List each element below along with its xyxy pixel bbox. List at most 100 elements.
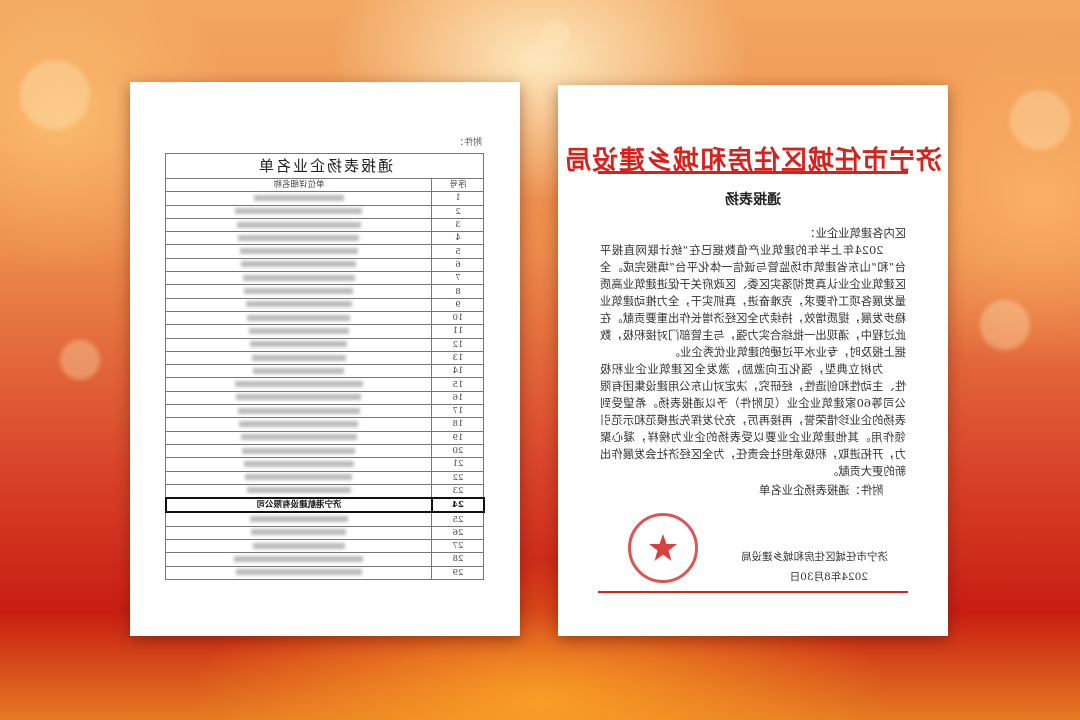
table-row: 19 xyxy=(166,431,484,445)
company-name xyxy=(166,271,432,285)
header-number: 序号 xyxy=(432,178,484,192)
table-row: 28 xyxy=(166,552,484,567)
redacted-name xyxy=(242,447,356,454)
row-number: 10 xyxy=(432,311,484,325)
table-row: 11 xyxy=(166,324,484,339)
redacted-name xyxy=(238,407,360,414)
redacted-name xyxy=(236,394,362,401)
paragraph: 为树立典型，强化正向激励，激发全区建筑业企业积极性、主动性和创造性，经研究，决定… xyxy=(600,363,906,478)
table-row: 26 xyxy=(166,526,484,540)
paragraph: 2024年上半年的建筑业产值数据已在“统计联网直报平台”和“山东省建筑市场监管与… xyxy=(600,244,906,359)
company-name xyxy=(166,404,432,418)
company-name xyxy=(166,471,432,485)
redacted-name xyxy=(235,381,363,388)
attachment-label: 附件： xyxy=(454,138,482,148)
official-seal xyxy=(628,513,698,583)
star-icon xyxy=(649,534,677,561)
company-name xyxy=(166,351,432,365)
table-row: 5 xyxy=(166,244,484,259)
redacted-name xyxy=(244,288,354,295)
row-number: 28 xyxy=(432,552,484,567)
company-name: 济宁港航建设有限公司 xyxy=(166,498,432,513)
row-number: 4 xyxy=(432,231,484,245)
header-divider xyxy=(598,171,908,174)
row-number: 2 xyxy=(432,205,484,219)
signature: 济宁市任城区住房和城乡建设局 xyxy=(741,551,888,563)
header-name: 单位详细名称 xyxy=(166,178,432,192)
row-number: 15 xyxy=(432,377,484,392)
redacted-name xyxy=(237,221,361,228)
letter-body: 区内各建筑业企业： 2024年上半年的建筑业产值数据已在“统计联网直报平台”和“… xyxy=(600,225,906,499)
letter-subject: 通报表扬 xyxy=(725,192,781,208)
company-name xyxy=(166,484,432,499)
redacted-name xyxy=(253,542,345,549)
company-name xyxy=(166,258,432,272)
redacted-name xyxy=(253,367,345,374)
redacted-name xyxy=(244,460,354,467)
redacted-name xyxy=(249,327,349,334)
table-row: 4 xyxy=(166,231,484,245)
company-name xyxy=(166,244,432,259)
row-number: 7 xyxy=(432,271,484,285)
row-number: 1 xyxy=(432,191,484,206)
company-name xyxy=(166,311,432,325)
company-table: 通报表扬企业名单 序号 单位详细名称 1 2 3 4 5 6 7 8 9 10 11 12 13 14 15… xyxy=(165,153,485,580)
redacted-name xyxy=(234,555,364,562)
row-number: 18 xyxy=(432,417,484,432)
table-row: 24 济宁港航建设有限公司 xyxy=(166,498,484,513)
company-name xyxy=(166,364,432,378)
redacted-name xyxy=(245,474,353,481)
letter-date: 2024年8月30日 xyxy=(789,571,868,583)
company-name xyxy=(166,566,432,580)
table-row: 15 xyxy=(166,377,484,392)
bokeh-light xyxy=(20,60,90,130)
redacted-name xyxy=(250,341,348,348)
table-row: 12 xyxy=(166,338,484,352)
company-name xyxy=(166,338,432,352)
company-name xyxy=(166,552,432,567)
redacted-name xyxy=(246,301,352,308)
company-name xyxy=(166,284,432,299)
table-row: 29 xyxy=(166,566,484,580)
company-name xyxy=(166,377,432,392)
table-row: 13 xyxy=(166,351,484,365)
company-name xyxy=(166,444,432,458)
redacted-name xyxy=(254,194,344,201)
row-number: 22 xyxy=(432,471,484,485)
row-number: 24 xyxy=(432,498,484,513)
redacted-name xyxy=(247,314,351,321)
redacted-name xyxy=(247,487,351,494)
company-name xyxy=(166,391,432,405)
company-name xyxy=(166,431,432,445)
company-name xyxy=(166,191,432,206)
row-number: 12 xyxy=(432,338,484,352)
row-number: 20 xyxy=(432,444,484,458)
table-row: 9 xyxy=(166,298,484,312)
redacted-name xyxy=(251,529,347,536)
bokeh-light xyxy=(60,340,100,380)
table-row: 2 xyxy=(166,205,484,219)
commendation-letter-page: 济宁市任城区住房和城乡建设局 通报表扬 区内各建筑业企业： 2024年上半年的建… xyxy=(558,85,948,636)
row-number: 8 xyxy=(432,284,484,299)
company-name xyxy=(166,324,432,339)
table-row: 8 xyxy=(166,284,484,299)
table-row: 23 xyxy=(166,484,484,499)
table-title: 通报表扬企业名单 xyxy=(166,153,484,179)
row-number: 5 xyxy=(432,244,484,259)
table-row: 22 xyxy=(166,471,484,485)
company-name xyxy=(166,205,432,219)
bokeh-light xyxy=(980,300,1030,350)
redacted-name xyxy=(252,354,346,361)
table-row: 7 xyxy=(166,271,484,285)
table-row: 27 xyxy=(166,539,484,553)
footer-divider xyxy=(598,591,908,593)
mirrored-content: 济宁市任城区住房和城乡建设局 通报表扬 区内各建筑业企业： 2024年上半年的建… xyxy=(558,85,948,636)
row-number: 9 xyxy=(432,298,484,312)
table-row: 6 xyxy=(166,258,484,272)
company-name xyxy=(166,218,432,232)
redacted-name xyxy=(235,208,363,215)
bokeh-light xyxy=(1010,90,1070,150)
greeting: 区内各建筑业企业： xyxy=(804,227,906,240)
table-row: 10 xyxy=(166,311,484,325)
row-number: 25 xyxy=(432,512,484,527)
